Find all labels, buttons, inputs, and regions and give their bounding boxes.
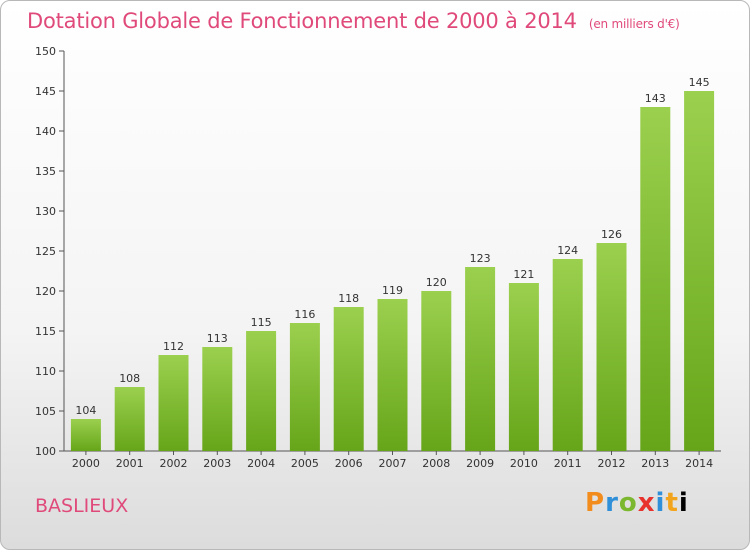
x-tick-label: 2005: [291, 457, 319, 470]
bar-value-label: 104: [75, 404, 96, 417]
bar: [465, 267, 496, 451]
bar-value-label: 119: [382, 284, 403, 297]
x-tick-label: 2004: [247, 457, 275, 470]
x-tick-label: 2012: [598, 457, 626, 470]
bar: [640, 107, 671, 451]
y-tick-label: 100: [35, 445, 56, 458]
bar-value-label: 121: [513, 268, 534, 281]
x-tick-label: 2002: [160, 457, 188, 470]
bar-value-label: 115: [251, 316, 272, 329]
y-tick-label: 150: [35, 45, 56, 58]
x-tick-label: 2014: [685, 457, 713, 470]
y-tick-label: 145: [35, 85, 56, 98]
x-tick-label: 2008: [422, 457, 450, 470]
chart-title: Dotation Globale de Fonctionnement de 20…: [27, 9, 680, 33]
bar: [246, 331, 277, 451]
bar-value-label: 120: [426, 276, 447, 289]
bar-value-label: 116: [294, 308, 315, 321]
proxiti-logo[interactable]: Proxiti: [585, 488, 689, 518]
bar: [70, 419, 101, 451]
bar: [289, 323, 320, 451]
x-tick-label: 2003: [203, 457, 231, 470]
y-tick-label: 140: [35, 125, 56, 138]
x-tick-label: 2013: [641, 457, 669, 470]
y-tick-label: 110: [35, 365, 56, 378]
commune-name: BASLIEUX: [35, 495, 129, 517]
bar: [114, 387, 145, 451]
bar-value-label: 143: [645, 92, 666, 105]
bar-value-label: 126: [601, 228, 622, 241]
bar-value-label: 124: [557, 244, 578, 257]
bar: [377, 299, 408, 451]
bar-value-label: 113: [207, 332, 228, 345]
bar-value-label: 118: [338, 292, 359, 305]
y-tick-label: 105: [35, 405, 56, 418]
bar: [684, 91, 715, 451]
bar: [421, 291, 452, 451]
bar: [333, 307, 364, 451]
bar-value-label: 145: [689, 76, 710, 89]
x-tick-label: 2009: [466, 457, 494, 470]
chart-subtitle: (en milliers d'€): [588, 17, 680, 31]
bar: [596, 243, 627, 451]
x-tick-label: 2000: [72, 457, 100, 470]
y-tick-label: 130: [35, 205, 56, 218]
bar: [202, 347, 233, 451]
x-tick-label: 2011: [554, 457, 582, 470]
bar-value-label: 108: [119, 372, 140, 385]
y-tick-label: 135: [35, 165, 56, 178]
x-tick-label: 2007: [379, 457, 407, 470]
chart-title-text: Dotation Globale de Fonctionnement de 20…: [27, 9, 577, 33]
bar-value-label: 112: [163, 340, 184, 353]
bar-value-label: 123: [470, 252, 491, 265]
y-tick-label: 115: [35, 325, 56, 338]
bar: [508, 283, 539, 451]
bar: [158, 355, 189, 451]
x-tick-label: 2001: [116, 457, 144, 470]
bar: [552, 259, 583, 451]
x-tick-label: 2006: [335, 457, 363, 470]
y-tick-label: 120: [35, 285, 56, 298]
x-tick-label: 2010: [510, 457, 538, 470]
y-tick-label: 125: [35, 245, 56, 258]
